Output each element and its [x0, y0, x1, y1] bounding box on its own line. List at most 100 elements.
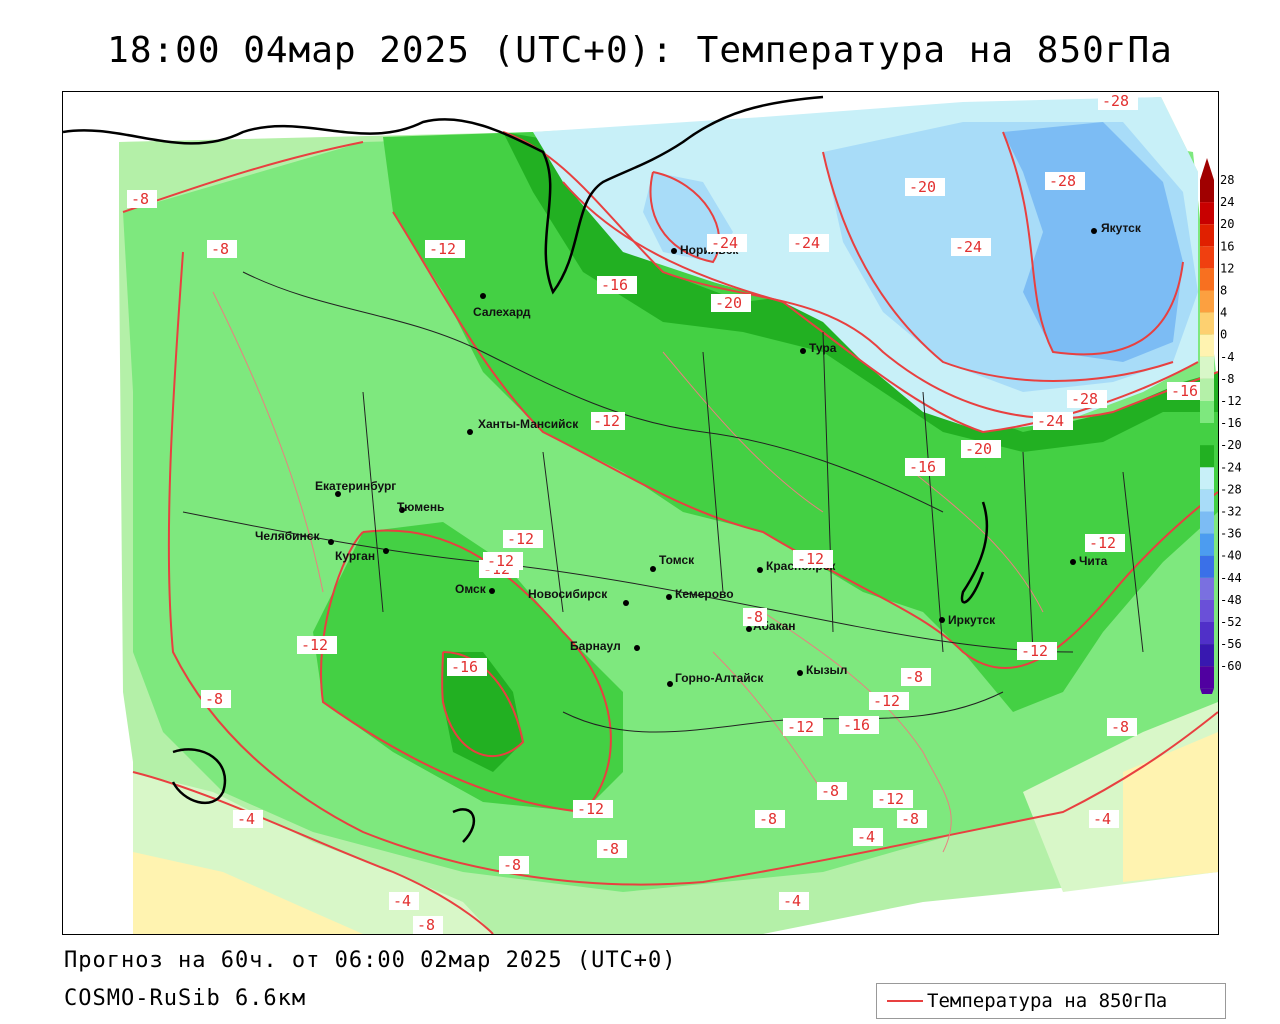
colorbar-swatch	[1200, 378, 1214, 401]
svg-text:Тюмень: Тюмень	[397, 500, 444, 514]
iso-label: -12	[1085, 534, 1125, 552]
colorbar-swatch	[1200, 533, 1214, 556]
svg-text:Якутск: Якутск	[1101, 221, 1142, 235]
colorbar-tick-label: -44	[1220, 571, 1242, 585]
svg-text:Чита: Чита	[1079, 554, 1108, 568]
colorbar-swatch	[1200, 356, 1214, 379]
zone-plus-southeast	[1123, 732, 1218, 882]
iso-label: -4	[853, 828, 883, 846]
colorbar-tick-label: -16	[1220, 416, 1242, 430]
svg-text:-8: -8	[821, 782, 839, 800]
isotherm-labels: -28 -28 -20 -24 -24 -24 -20 -16 -12 -8 -…	[127, 92, 1207, 934]
colorbar-swatch	[1200, 224, 1214, 247]
svg-text:-8: -8	[905, 668, 923, 686]
thin-contours	[212, 291, 1044, 853]
iso-label: -12	[425, 240, 465, 258]
colorbar-tick-label: -8	[1220, 372, 1234, 386]
svg-text:-4: -4	[1093, 810, 1111, 828]
svg-text:-28: -28	[1049, 172, 1076, 190]
svg-text:-24: -24	[1037, 412, 1064, 430]
city-yakutsk: Якутск	[1091, 221, 1142, 235]
svg-text:Екатеринбург: Екатеринбург	[315, 479, 396, 493]
svg-text:-12: -12	[1021, 642, 1048, 660]
svg-text:-20: -20	[909, 178, 936, 196]
colorbar-swatch	[1200, 246, 1214, 269]
city-tura: Тура	[800, 341, 837, 355]
colorbar-swatch	[1200, 312, 1214, 335]
colorbar-tick-label: -40	[1220, 549, 1242, 563]
svg-text:-12: -12	[877, 790, 904, 808]
colorbar-tick-label: 8	[1220, 284, 1227, 298]
iso-label: -28	[1045, 172, 1085, 190]
colorbar-swatch	[1200, 622, 1214, 645]
city-tomsk: Томск	[650, 553, 695, 572]
city-tyumen: Тюмень	[397, 500, 444, 514]
colorbar-swatch	[1200, 423, 1214, 446]
svg-text:-4: -4	[857, 828, 875, 846]
iso-label: -12	[1017, 642, 1057, 660]
city-novosibirsk: Новосибирск	[528, 587, 629, 606]
iso-label: -4	[779, 892, 809, 910]
iso-label: -12	[869, 692, 909, 710]
map-canvas: Норильск Якутск Салехард Тура Ханты-Манс…	[63, 92, 1218, 934]
colorbar-tick-label: -28	[1220, 482, 1242, 496]
map-title: 18:00 04мар 2025 (UTC+0): Температура на…	[107, 30, 1173, 71]
iso-label: -12	[793, 550, 833, 568]
colorbar-top-arrow	[1200, 158, 1214, 180]
colorbar-swatch	[1200, 334, 1214, 357]
svg-text:-12: -12	[593, 412, 620, 430]
svg-text:-4: -4	[237, 810, 255, 828]
zone-plus-south-west	[133, 852, 363, 934]
colorbar-swatch	[1200, 555, 1214, 578]
iso-label: -16	[839, 716, 879, 734]
svg-text:-24: -24	[711, 234, 738, 252]
svg-text:-16: -16	[909, 458, 936, 476]
colorbar-swatch	[1200, 401, 1214, 424]
svg-text:-16: -16	[451, 658, 478, 676]
colorbar-tick-label: 28	[1220, 173, 1234, 187]
svg-text:-12: -12	[1089, 534, 1116, 552]
svg-text:-8: -8	[131, 190, 149, 208]
svg-text:-8: -8	[901, 810, 919, 828]
colorbar-swatch	[1200, 180, 1214, 203]
svg-text:-12: -12	[429, 240, 456, 258]
iso-label: -8	[597, 840, 627, 858]
city-khanty-mansiysk: Ханты-Мансийск	[467, 417, 579, 435]
svg-text:-12: -12	[507, 530, 534, 548]
colorbar-swatch	[1200, 202, 1214, 225]
svg-text:Горно-Алтайск: Горно-Алтайск	[675, 671, 764, 685]
svg-text:-20: -20	[715, 294, 742, 312]
colorbar-tick-label: -20	[1220, 438, 1242, 452]
svg-text:Курган: Курган	[335, 549, 375, 563]
temperature-map: Норильск Якутск Салехард Тура Ханты-Манс…	[62, 91, 1219, 935]
colorbar-swatch	[1200, 268, 1214, 291]
colorbar-tick-label: -60	[1220, 659, 1242, 673]
svg-text:-24: -24	[793, 234, 820, 252]
iso-label: -16	[597, 276, 637, 294]
iso-label: -16	[1167, 382, 1207, 400]
city-ekaterinburg: Екатеринбург	[315, 479, 396, 497]
iso-label: -8	[201, 690, 231, 708]
colorbar-swatch	[1200, 666, 1214, 689]
svg-text:-12: -12	[577, 800, 604, 818]
colorbar-tick-label: 24	[1220, 195, 1234, 209]
zone-minus12-east	[943, 412, 1218, 712]
colorbar-tick-label: 12	[1220, 261, 1234, 275]
svg-text:Иркутск: Иркутск	[948, 613, 996, 627]
svg-text:Тура: Тура	[809, 341, 837, 355]
iso-label: -8	[817, 782, 847, 800]
coastlines	[63, 95, 989, 843]
iso-label: -8	[755, 810, 785, 828]
svg-text:-12: -12	[787, 718, 814, 736]
svg-text:-16: -16	[601, 276, 628, 294]
iso-label: -12	[297, 636, 337, 654]
colorbar: 28 24 20 16 12 8 4 0 -4 -8 -12 -16 -20 -24 -28 -32 -36 -4…	[1200, 158, 1242, 694]
colorbar-swatch	[1200, 445, 1214, 468]
iso-label: -28	[1098, 92, 1138, 110]
iso-label: -8	[743, 608, 767, 626]
colorbar-swatch	[1200, 489, 1214, 512]
iso-label: -28	[1067, 390, 1107, 408]
colorbar-bottom-arrow	[1200, 688, 1214, 694]
iso-label: -8	[901, 668, 931, 686]
iso-label: -8	[499, 856, 529, 874]
